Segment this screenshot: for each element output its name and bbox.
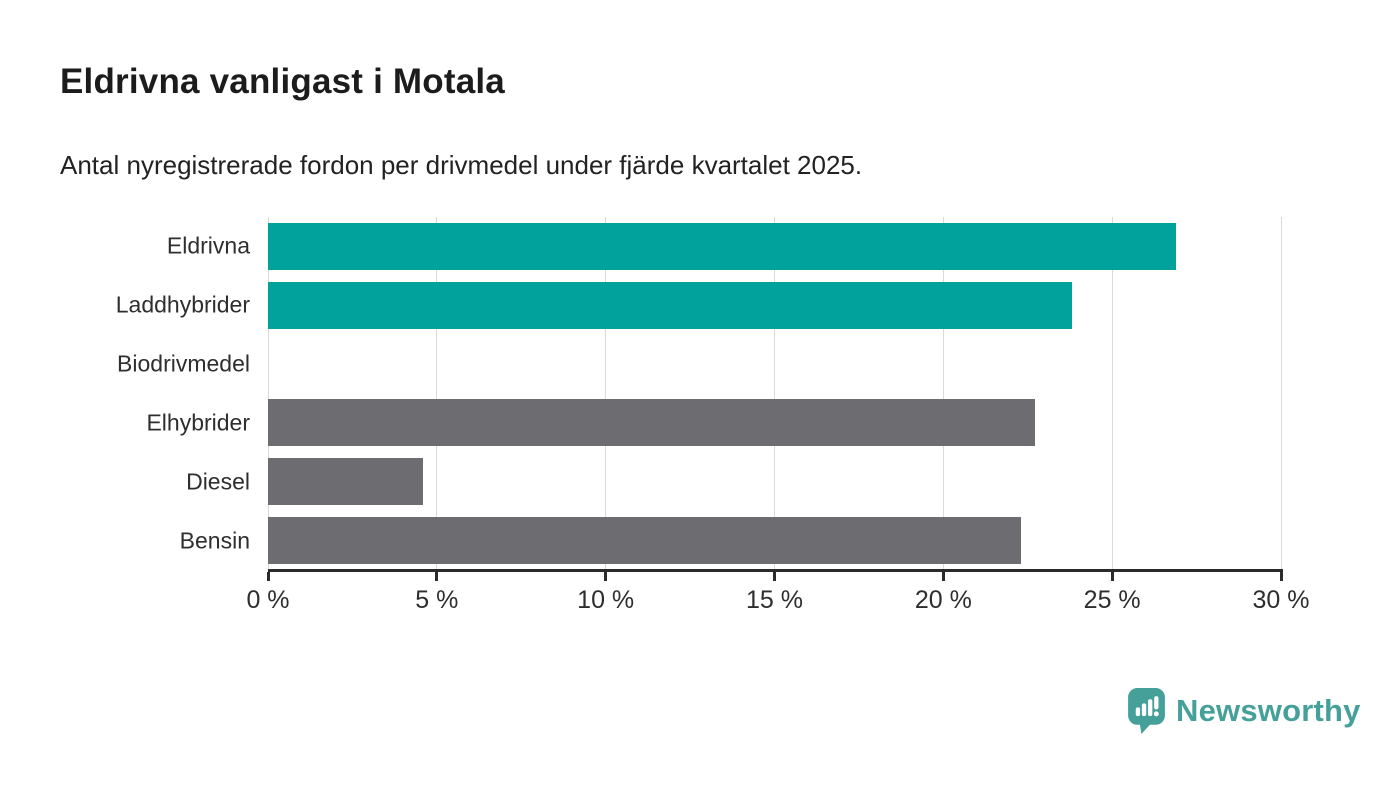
gridline [1280, 217, 1282, 569]
x-axis-tick [941, 572, 945, 581]
bar-eldrivna [268, 222, 1177, 270]
x-axis-tick-label: 0 % [246, 586, 290, 614]
category-label-laddhybrider: Laddhybrider [115, 291, 250, 318]
newsworthy-logo-icon [1128, 688, 1165, 734]
category-label-eldrivna: Eldrivna [166, 232, 250, 259]
gridline [267, 217, 269, 569]
x-axis-tick-label: 5 % [415, 586, 459, 614]
newsworthy-logo: Newsworthy [1128, 688, 1361, 734]
x-axis-tick [1110, 572, 1114, 581]
gridline [605, 217, 607, 569]
x-axis-tick [1279, 572, 1283, 581]
category-label-bensin: Bensin [179, 527, 250, 554]
gridline [942, 217, 944, 569]
gridline [436, 217, 438, 569]
x-axis-tick-label: 20 % [914, 586, 972, 614]
newsworthy-logo-text: Newsworthy [1176, 693, 1361, 728]
x-axis-tick [266, 572, 270, 581]
x-axis-tick [604, 572, 608, 581]
x-axis-tick [435, 572, 439, 581]
bar-bensin [268, 517, 1021, 565]
gridline [1111, 217, 1113, 569]
gridline [774, 217, 775, 569]
x-axis-tick-label: 25 % [1083, 586, 1141, 614]
x-axis-line [268, 569, 1283, 572]
category-label-diesel: Diesel [186, 468, 250, 495]
chart-subtitle: Antal nyregistrerade fordon per drivmede… [60, 150, 863, 180]
x-axis-tick-label: 15 % [746, 586, 803, 614]
category-label-elhybrider: Elhybrider [146, 409, 250, 436]
chart-title: Eldrivna vanligast i Motala [60, 62, 505, 101]
bar-diesel [268, 458, 424, 506]
bar-laddhybrider [268, 281, 1072, 329]
category-label-biodrivmedel: Biodrivmedel [117, 350, 250, 377]
x-axis-tick [773, 572, 776, 581]
x-axis-tick-label: 30 % [1252, 586, 1310, 614]
bar-elhybrider [268, 399, 1035, 447]
x-axis-tick-label: 10 % [577, 586, 635, 614]
